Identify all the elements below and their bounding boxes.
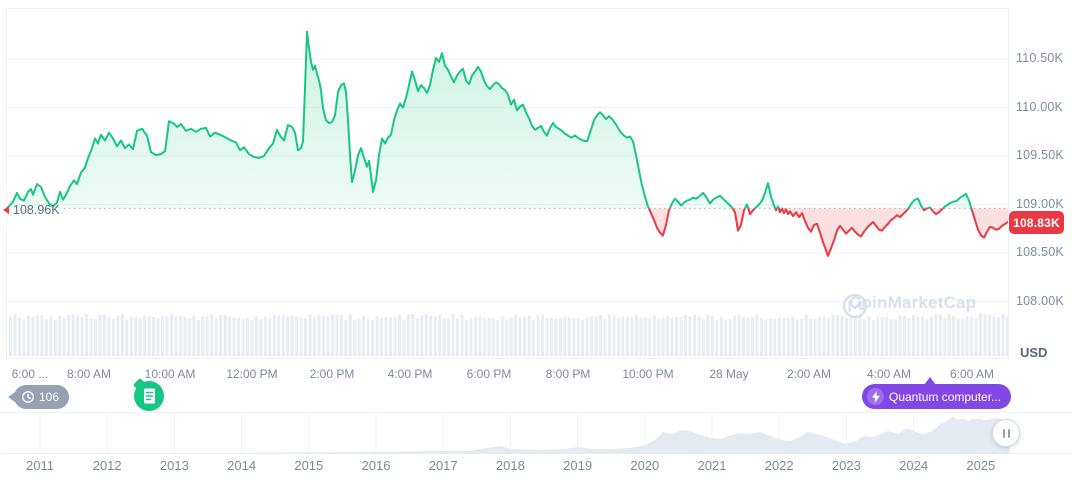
year-label: 2024 xyxy=(899,458,929,473)
x-axis-label: 6:00 ... xyxy=(11,367,49,381)
year-label: 2018 xyxy=(495,458,525,473)
y-axis: 110.50K 110.00K 109.50K 109.00K 108.50K 108.0… xyxy=(1016,0,1072,360)
x-axis-label: 4:00 AM xyxy=(866,367,912,381)
year-label: 2022 xyxy=(764,458,794,473)
news-headline-text: Quantum computer... xyxy=(889,389,1002,404)
y-axis-label: 110.00K xyxy=(1016,100,1064,114)
news-marker-badge[interactable] xyxy=(132,377,164,411)
current-price-badge: 108.83K xyxy=(1009,211,1064,234)
price-line-up xyxy=(7,30,973,209)
x-axis-label: 2:00 PM xyxy=(309,367,355,381)
y-axis-label: 109.50K xyxy=(1016,148,1064,162)
price-chart-canvas[interactable] xyxy=(7,9,1008,358)
x-axis-label: 4:00 PM xyxy=(387,367,433,381)
baseline-marker-icon xyxy=(3,206,9,214)
year-label: 2025 xyxy=(966,458,996,473)
year-label: 2011 xyxy=(26,458,54,473)
document-icon xyxy=(134,381,164,411)
y-axis-label: 109.00K xyxy=(1016,197,1064,211)
y-axis-label: 108.00K xyxy=(1016,294,1064,308)
lightning-icon xyxy=(867,388,884,405)
year-label: 2012 xyxy=(92,458,122,473)
clock-icon xyxy=(21,390,35,404)
baseline-price-label: 108.96K xyxy=(3,203,60,217)
x-axis-label: 8:00 PM xyxy=(545,367,591,381)
x-axis-label: 6:00 AM xyxy=(949,367,995,381)
price-area-up xyxy=(8,31,972,209)
badge-tail xyxy=(8,392,15,402)
year-label: 2023 xyxy=(831,458,861,473)
x-axis-label: 28 May xyxy=(709,367,749,381)
x-axis-label: 2:00 AM xyxy=(786,367,832,381)
y-axis-label: 110.50K xyxy=(1016,51,1064,65)
year-label: 2017 xyxy=(428,458,458,473)
x-axis-label: 10:00 AM xyxy=(144,367,196,381)
history-count-text: 106 xyxy=(39,390,60,404)
volume-bars xyxy=(9,312,1008,356)
year-label: 2019 xyxy=(563,458,593,473)
history-count-badge[interactable]: 106 xyxy=(8,385,70,409)
x-axis: 6:00 ... 8:00 AM 10:00 AM 12:00 PM 2:00 PM 4:… xyxy=(0,367,1072,383)
navigator-handle[interactable] xyxy=(992,419,1020,447)
timeline-navigator[interactable] xyxy=(0,413,1072,455)
y-axis-label: 108.50K xyxy=(1016,245,1064,259)
baseline-price-text: 108.96K xyxy=(13,203,60,217)
navigator-gridlines xyxy=(39,413,982,453)
year-label: 2020 xyxy=(630,458,660,473)
x-axis-label: 12:00 PM xyxy=(226,367,278,381)
x-axis-label: 10:00 PM xyxy=(622,367,674,381)
headline-badge-caret xyxy=(924,377,936,385)
year-label: 2015 xyxy=(294,458,324,473)
year-label: 2021 xyxy=(697,458,727,473)
navigator-area xyxy=(8,417,1010,454)
x-axis-label: 6:00 PM xyxy=(466,367,512,381)
year-axis: 2011 2012 2013 2014 2015 2016 2017 2018 2019 2020… xyxy=(0,458,1072,474)
news-headline-badge[interactable]: Quantum computer... xyxy=(862,384,1012,409)
year-label: 2013 xyxy=(159,458,189,473)
price-line-down xyxy=(7,208,1008,257)
x-axis-label: 8:00 AM xyxy=(66,367,112,381)
currency-toggle[interactable]: USD xyxy=(1020,345,1048,360)
price-chart-panel[interactable]: CoinMarketCap xyxy=(6,8,1009,359)
year-label: 2014 xyxy=(227,458,257,473)
year-label: 2016 xyxy=(361,458,391,473)
divider xyxy=(0,412,1072,413)
